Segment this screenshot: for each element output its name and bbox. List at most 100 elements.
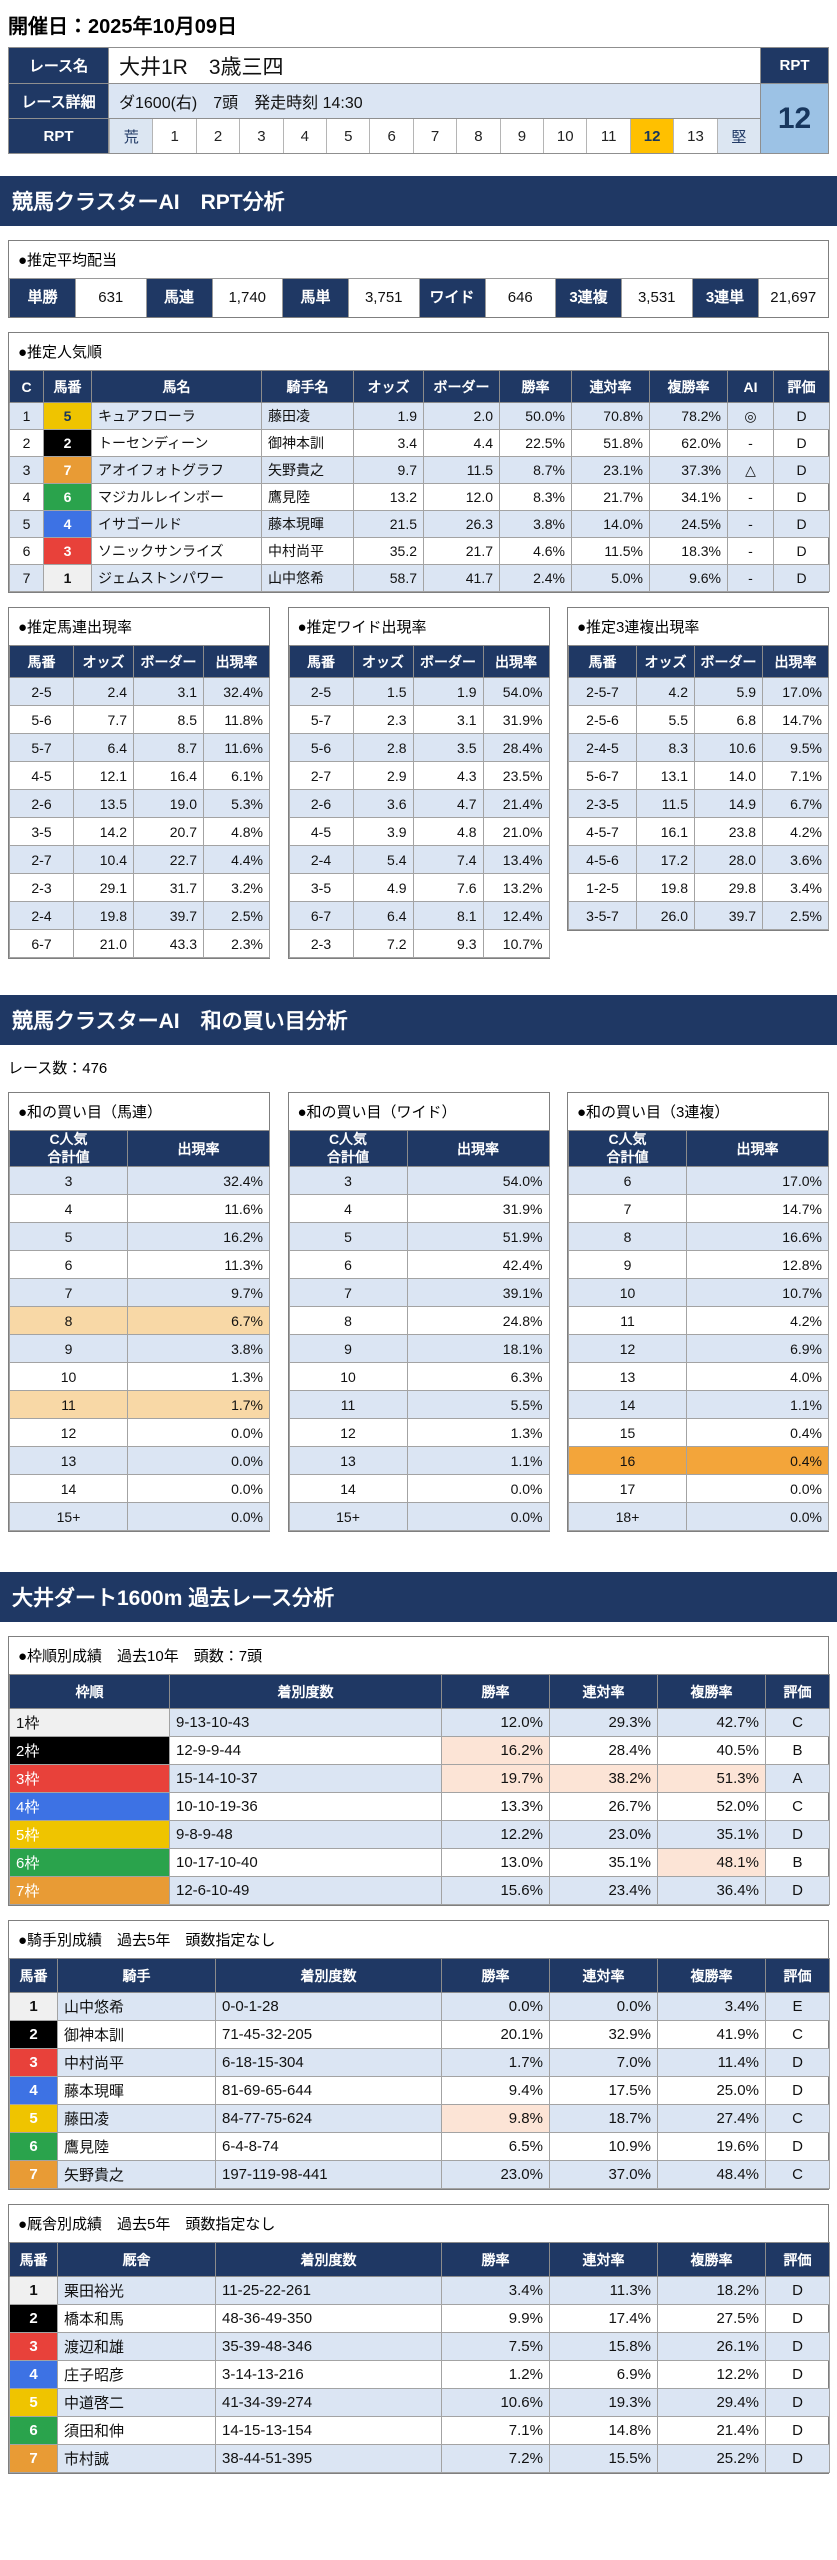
col-header: AI xyxy=(727,370,774,403)
col-header: 複勝率 xyxy=(649,370,728,403)
horse-name-cell: キュアフローラ xyxy=(91,402,262,430)
eval-cell: D xyxy=(773,537,830,565)
stable-name-cell: 橋本和馬 xyxy=(57,2304,216,2333)
jockey-name-cell: 鷹見陸 xyxy=(57,2132,216,2161)
odds-cell: 2.9 xyxy=(352,761,414,790)
horse-number-badge: 3 xyxy=(9,2332,58,2361)
place2-rate-cell: 26.7% xyxy=(549,1792,658,1821)
combo-cell: 5-7 xyxy=(288,705,354,734)
frame-cell: 6枠 xyxy=(9,1848,170,1877)
odds-cell: 1.9 xyxy=(353,402,424,430)
occurrence-row: 2-4 19.8 39.7 2.5% xyxy=(9,901,270,930)
frame-stats-box: ●枠順別成績 過去10年 頭数：7頭 枠順 着別度数 勝率 連対率 複勝率 評価… xyxy=(8,1636,830,1906)
col-header: 出現率 xyxy=(482,645,550,678)
rank-cell: 5 xyxy=(9,510,44,538)
win-rate-cell: 8.3% xyxy=(499,483,572,511)
odds-cell: 3.4 xyxy=(353,429,424,457)
popularity-sum-cell: 13 xyxy=(9,1446,128,1475)
payout-label: 3連複 xyxy=(555,279,621,317)
rate-cell: 10.7% xyxy=(482,929,550,958)
col-header: 勝率 xyxy=(441,1674,550,1709)
popularity-sum-cell: 4 xyxy=(9,1194,128,1223)
rate-cell: 1.3% xyxy=(127,1362,270,1391)
wa-row: 3 32.4% xyxy=(9,1166,270,1195)
rate-cell: 21.4% xyxy=(482,789,550,818)
occurrence-row: 5-6 7.7 8.5 11.8% xyxy=(9,705,270,734)
wa-row: 3 54.0% xyxy=(288,1166,550,1195)
frame-stats-row: 4枠 10-10-19-36 13.3% 26.7% 52.0% C xyxy=(9,1792,830,1821)
occurrence-row: 3-5 4.9 7.6 13.2% xyxy=(288,873,550,902)
border-cell: 8.1 xyxy=(412,901,484,930)
border-cell: 22.7 xyxy=(133,845,204,874)
odds-cell: 13.1 xyxy=(636,761,695,790)
border-cell: 39.7 xyxy=(694,901,763,930)
eval-cell: D xyxy=(773,456,830,484)
wa-sanrenpuku-box: ●和の買い目（3連複） C人気 合計値 出現率 6 17.0% xyxy=(567,1092,829,1532)
wa-row: 12 1.3% xyxy=(288,1418,550,1447)
odds-cell: 26.0 xyxy=(636,901,695,930)
rate-cell: 17.0% xyxy=(686,1166,829,1195)
jockey-name-cell: 御神本訓 xyxy=(261,429,354,457)
win-rate-cell: 7.1% xyxy=(441,2416,550,2445)
win-rate-cell: 8.7% xyxy=(499,456,572,484)
combo-cell: 2-3-5 xyxy=(568,789,637,818)
col-header: 馬番 xyxy=(288,645,354,678)
wa-row: 11 5.5% xyxy=(288,1390,550,1419)
win-rate-cell: 50.0% xyxy=(499,402,572,430)
rate-cell: 14.7% xyxy=(686,1194,829,1223)
wa-row: 8 24.8% xyxy=(288,1306,550,1335)
popularity-sum-cell: 11 xyxy=(568,1306,687,1335)
rate-cell: 5.3% xyxy=(203,789,270,818)
occurrence-row: 2-3-5 11.5 14.9 6.7% xyxy=(568,789,829,818)
rate-cell: 11.6% xyxy=(203,733,270,762)
payout-box: ●推定平均配当 単勝 631 馬連 1,740 馬単 3,751 ワイド 646 xyxy=(8,240,829,318)
eval-cell: D xyxy=(773,510,830,538)
rate-cell: 23.5% xyxy=(482,761,550,790)
eval-cell: D xyxy=(765,2444,830,2473)
rpt-header-label: RPT xyxy=(760,47,829,84)
record-cell: 0-0-1-28 xyxy=(215,1992,442,2021)
border-cell: 4.8 xyxy=(412,817,484,846)
jockey-stats-row: 1 山中悠希 0-0-1-28 0.0% 0.0% 3.4% E xyxy=(9,1992,830,2021)
eval-cell: D xyxy=(765,2304,830,2333)
payout-pair: ワイド 646 xyxy=(418,279,556,317)
table-title: ●枠順別成績 過去10年 頭数：7頭 xyxy=(18,1648,263,1665)
rate-cell: 16.2% xyxy=(127,1222,270,1251)
combo-cell: 4-5-7 xyxy=(568,817,637,846)
odds-cell: 1.5 xyxy=(352,677,414,706)
popularity-sum-cell: 11 xyxy=(288,1390,408,1419)
rate-cell: 1.1% xyxy=(406,1446,550,1475)
combo-cell: 2-7 xyxy=(288,761,354,790)
col-header: C人気 合計値 xyxy=(568,1130,687,1167)
rate-cell: 0.0% xyxy=(406,1502,550,1531)
popularity-sum-cell: 8 xyxy=(288,1306,408,1335)
col-header: 連対率 xyxy=(549,2242,658,2277)
jockey-name-cell: 山中悠希 xyxy=(57,1992,216,2021)
combo-cell: 2-4 xyxy=(288,845,354,874)
rate-cell: 31.9% xyxy=(406,1194,550,1223)
border-cell: 8.5 xyxy=(133,705,204,734)
frame-cell: 2枠 xyxy=(9,1736,170,1765)
rpt-scale-cell: 堅 xyxy=(716,119,761,153)
frame-stats-row: 3枠 15-14-10-37 19.7% 38.2% 51.3% A xyxy=(9,1764,830,1793)
payout-pair: 馬連 1,740 xyxy=(145,279,283,317)
rate-cell: 18.1% xyxy=(406,1334,550,1363)
combo-cell: 6-7 xyxy=(288,901,354,930)
place2-rate-cell: 14.0% xyxy=(571,510,650,538)
popularity-sum-cell: 7 xyxy=(288,1278,408,1307)
popularity-sum-cell: 3 xyxy=(9,1166,128,1195)
border-cell: 4.3 xyxy=(412,761,484,790)
popularity-sum-cell: 10 xyxy=(288,1362,408,1391)
record-cell: 12-6-10-49 xyxy=(169,1876,442,1905)
border-cell: 3.1 xyxy=(133,677,204,706)
col-header: 着別度数 xyxy=(215,1958,442,1993)
combo-cell: 2-5-6 xyxy=(568,705,637,734)
win-rate-cell: 7.2% xyxy=(441,2444,550,2473)
place2-rate-cell: 17.5% xyxy=(549,2076,658,2105)
payout-value: 631 xyxy=(75,279,146,317)
place2-rate-cell: 17.4% xyxy=(549,2304,658,2333)
odds-cell: 19.8 xyxy=(636,873,695,902)
jockey-stats-box: ●騎手別成績 過去5年 頭数指定なし 馬番 騎手 着別度数 勝率 連対率 複勝率… xyxy=(8,1920,830,2190)
wa-row: 11 4.2% xyxy=(568,1306,829,1335)
col-header: 着別度数 xyxy=(215,2242,442,2277)
